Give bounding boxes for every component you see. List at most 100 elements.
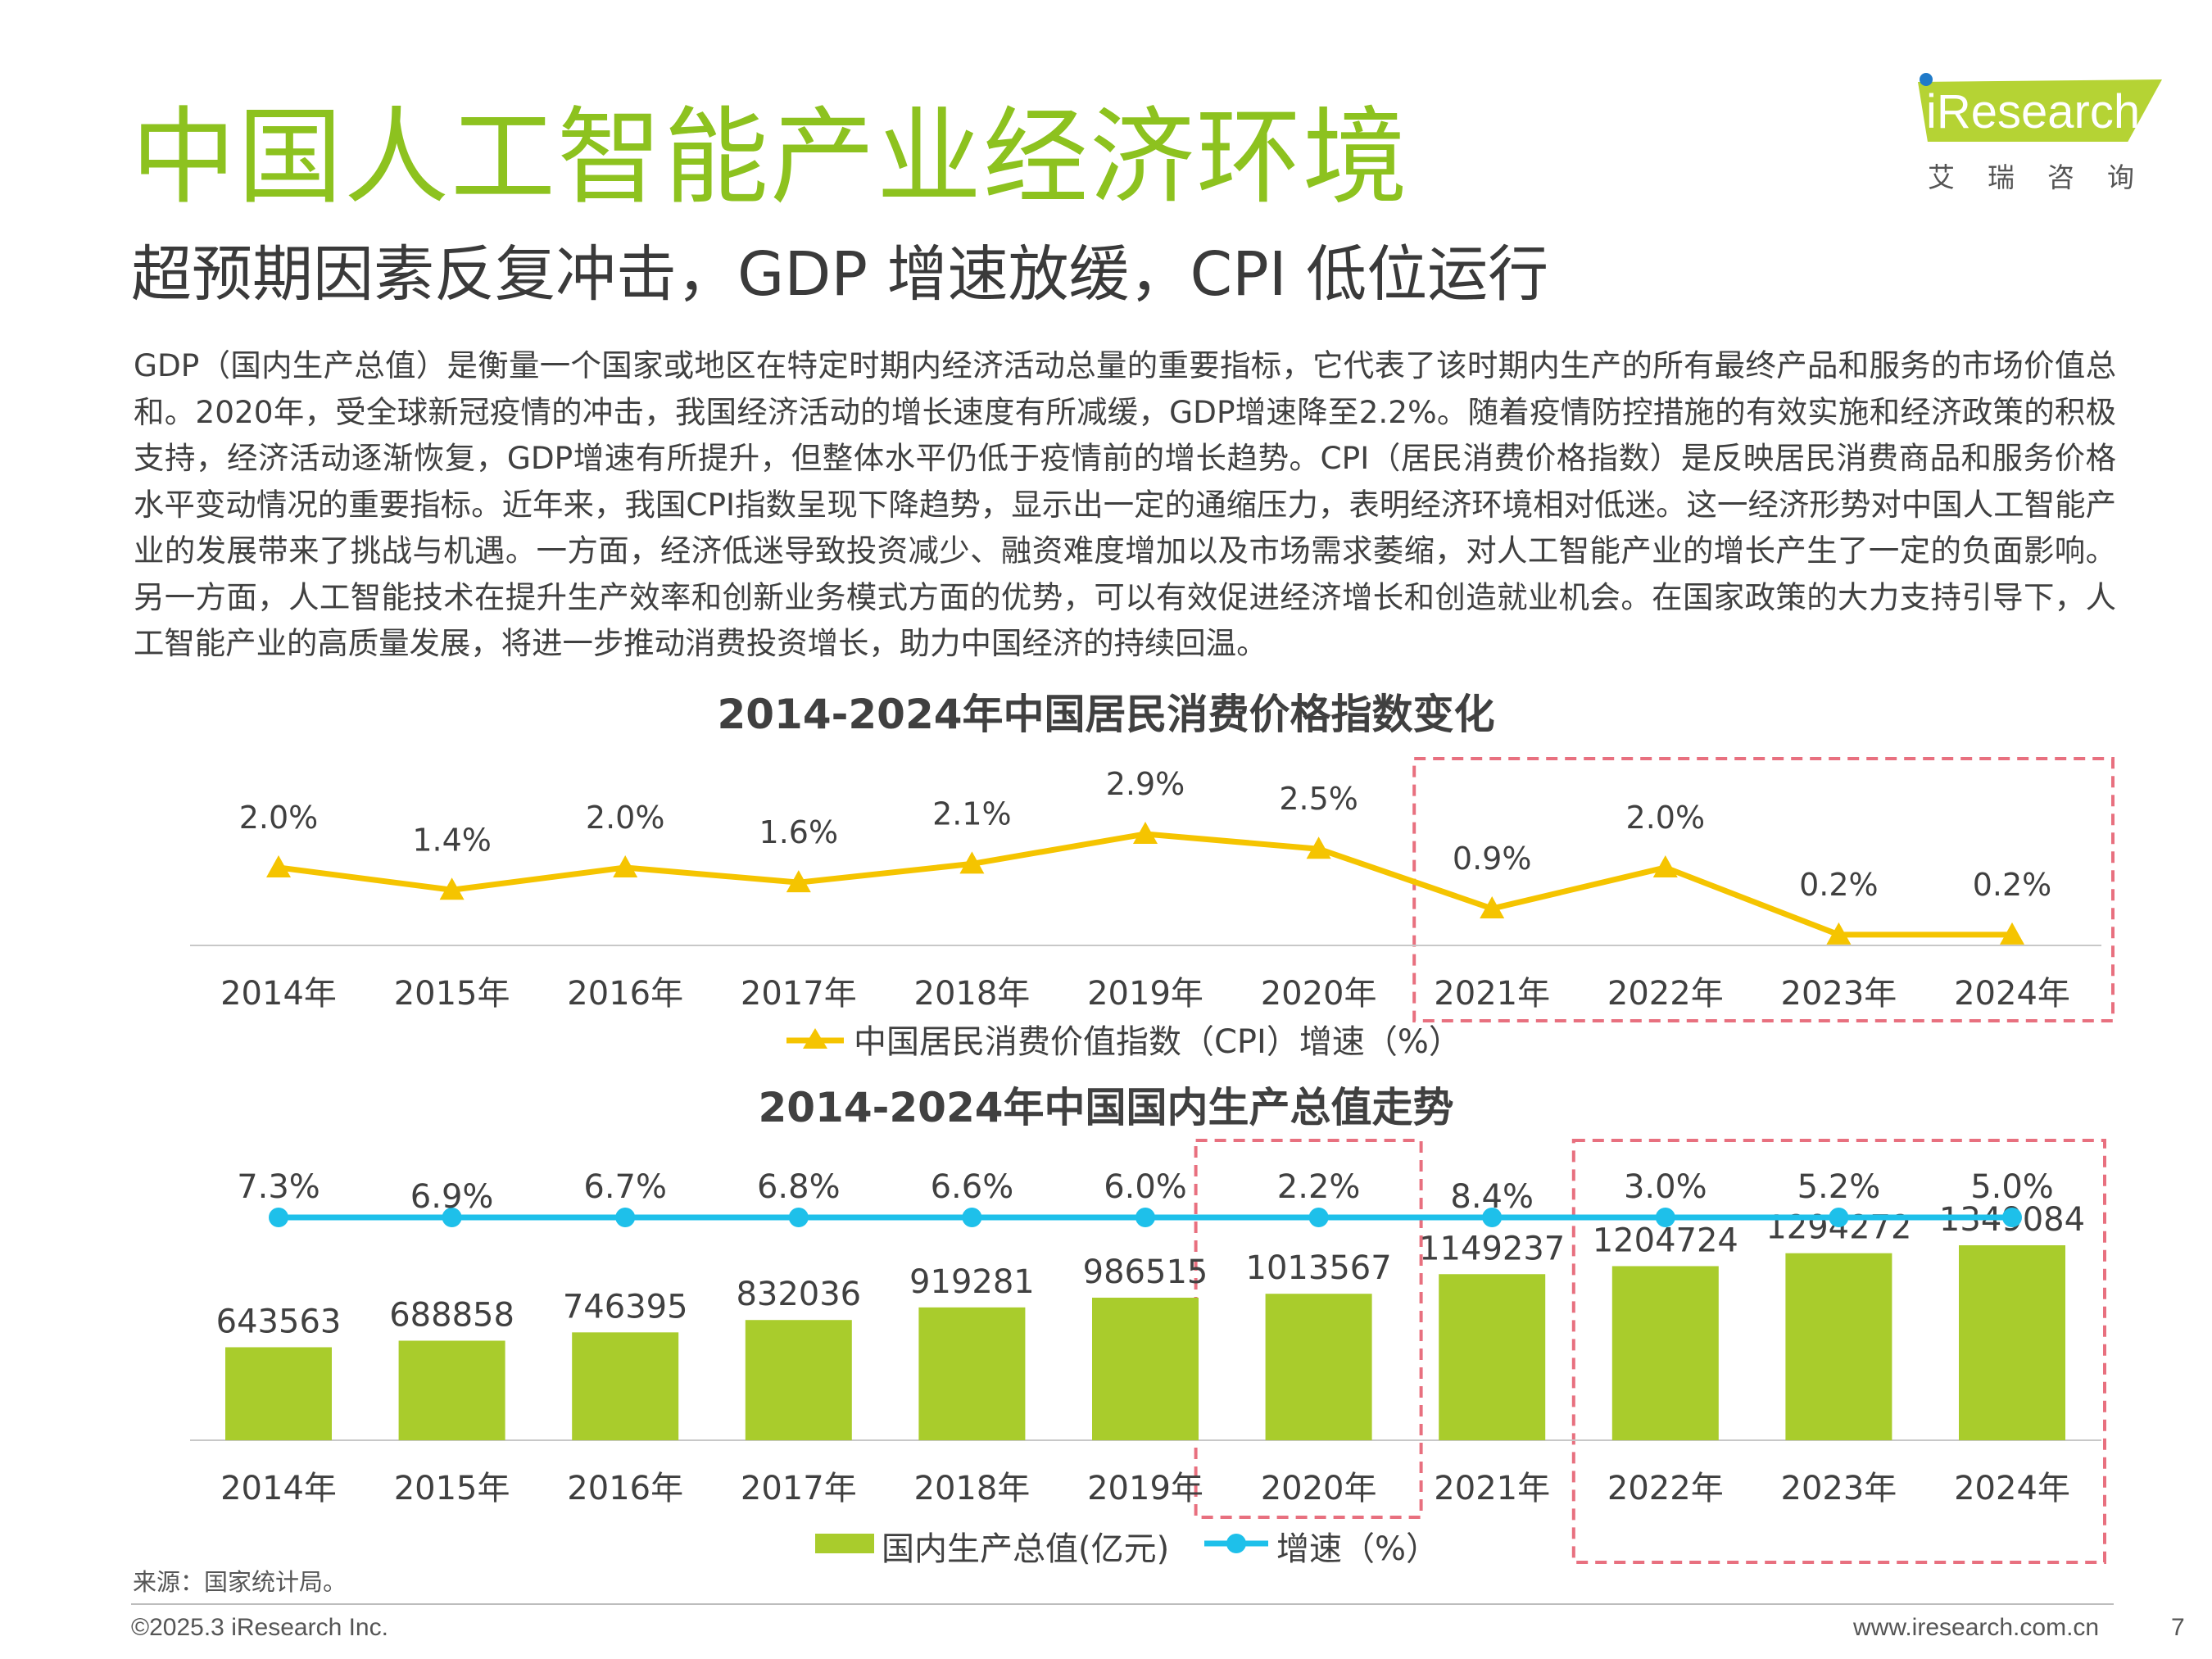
cpi-tick-label: 2016年 — [567, 975, 683, 1013]
gdp-growth-marker — [962, 1208, 982, 1227]
logo-wordmark: iResearch — [1926, 85, 2141, 138]
logo-badge — [1918, 79, 2162, 142]
gdp-growth-label: 6.9% — [410, 1178, 494, 1216]
gdp-bar-value-label: 1149237 — [1419, 1230, 1565, 1267]
gdp-growth-label: 3.0% — [1624, 1168, 1707, 1206]
cpi-data-label: 1.4% — [412, 822, 492, 858]
cpi-point-marker — [1306, 836, 1331, 859]
cpi-point-marker — [1652, 854, 1678, 877]
gdp-tick-label: 2019年 — [1087, 1470, 1203, 1507]
cpi-data-label: 2.0% — [1626, 800, 1706, 836]
gdp-bar-value-label: 919281 — [909, 1263, 1035, 1301]
gdp-growth-label: 7.3% — [237, 1168, 320, 1206]
cpi-data-label: 2.0% — [239, 800, 319, 836]
gdp-legend-bar-label: 国内生产总值(亿元) — [882, 1530, 1169, 1568]
gdp-bar-value-label: 986515 — [1083, 1253, 1208, 1291]
gdp-growth-marker — [442, 1208, 462, 1227]
gdp-bar — [1785, 1253, 1892, 1440]
gdp-growth-label: 6.6% — [931, 1168, 1014, 1206]
cpi-tick-label: 2018年 — [914, 975, 1031, 1013]
gdp-bar — [1265, 1294, 1372, 1440]
gdp-growth-marker — [269, 1208, 288, 1227]
cpi-tick-label: 2021年 — [1434, 975, 1550, 1013]
gdp-bar — [1959, 1245, 2065, 1440]
cpi-point-marker — [1133, 822, 1158, 844]
page-subtitle: 超预期因素反复冲击，GDP 增速放缓，CPI 低位运行 — [131, 239, 1549, 310]
logo-chinese-name: 艾瑞咨询 — [1928, 161, 2167, 193]
cpi-point-marker — [1480, 896, 1505, 919]
footer-website-link[interactable]: www.iresearch.com.cn — [1853, 1614, 2100, 1641]
gdp-tick-label: 2015年 — [394, 1470, 510, 1507]
cpi-data-label: 1.6% — [759, 814, 839, 850]
cpi-legend-marker-icon — [803, 1028, 827, 1049]
gdp-growth-label: 5.0% — [1970, 1168, 2054, 1206]
cpi-series-line — [278, 831, 2012, 938]
cpi-tick-label: 2014年 — [220, 975, 337, 1013]
cpi-data-label: 2.1% — [932, 796, 1012, 832]
gdp-growth-marker — [788, 1208, 809, 1227]
cpi-highlight-box — [1412, 757, 2115, 1022]
gdp-legend-marker-icon — [1226, 1534, 1246, 1553]
iresearch-logo: iResearch 艾瑞咨询 — [1913, 70, 2175, 201]
gdp-tick-label: 2020年 — [1261, 1470, 1377, 1507]
logo-dot-icon — [1920, 73, 1933, 86]
gdp-bar-value-label: 643563 — [216, 1303, 342, 1340]
cpi-data-label: 2.0% — [586, 800, 665, 836]
gdp-bar — [1611, 1266, 1719, 1440]
gdp-bar — [1092, 1297, 1199, 1440]
gdp-bar — [1439, 1274, 1546, 1440]
gdp-growth-marker — [1829, 1208, 1849, 1227]
gdp-tick-label: 2022年 — [1607, 1470, 1724, 1507]
gdp-tick-label: 2024年 — [1954, 1470, 2070, 1507]
cpi-legend-label: 中国居民消费价值指数（CPI）增速（%） — [854, 1023, 1462, 1061]
cpi-point-marker — [1826, 922, 1852, 945]
cpi-data-label: 0.2% — [1973, 867, 2052, 903]
body-paragraph: GDP（国内生产总值）是衡量一个国家或地区在特定时期内经济活动总量的重要指标，它… — [134, 347, 2116, 661]
gdp-chart-title: 2014-2024年中国国内生产总值走势 — [758, 1084, 1454, 1131]
gdp-growth-marker — [1655, 1208, 1675, 1227]
gdp-tick-label: 2018年 — [914, 1470, 1031, 1507]
gdp-growth-marker — [2002, 1208, 2022, 1227]
cpi-tick-label: 2024年 — [1954, 975, 2070, 1013]
gdp-bar-value-label: 746395 — [563, 1288, 688, 1326]
source-note: 来源：国家统计局。 — [133, 1568, 347, 1596]
cpi-point-marker — [266, 854, 291, 877]
gdp-growth-marker — [1308, 1208, 1329, 1227]
gdp-tick-label: 2016年 — [567, 1470, 683, 1507]
gdp-bar — [225, 1347, 332, 1440]
page-number: 7 — [2171, 1614, 2185, 1641]
cpi-tick-label: 2020年 — [1261, 975, 1377, 1013]
cpi-tick-label: 2017年 — [741, 975, 857, 1013]
gdp-bar-value-label: 688858 — [389, 1296, 514, 1334]
cpi-point-marker — [439, 877, 465, 900]
cpi-chart-title: 2014-2024年中国居民消费价格指数变化 — [717, 691, 1495, 738]
gdp-bar — [745, 1320, 852, 1440]
gdp-bar — [918, 1307, 1026, 1440]
gdp-bar-value-label: 1013567 — [1246, 1249, 1392, 1287]
gdp-growth-label: 6.7% — [583, 1168, 667, 1206]
gdp-tick-label: 2017年 — [741, 1470, 857, 1507]
gdp-bar — [398, 1340, 505, 1440]
cpi-tick-label: 2019年 — [1087, 975, 1203, 1013]
footer-divider — [131, 1603, 2114, 1605]
cpi-data-label: 0.9% — [1453, 841, 1532, 877]
gdp-growth-label: 5.2% — [1797, 1168, 1881, 1206]
gdp-growth-label: 2.2% — [1277, 1168, 1361, 1206]
gdp-bar-value-label: 832036 — [736, 1276, 861, 1313]
cpi-point-marker — [2000, 922, 2024, 945]
gdp-bar-value-label: 1204724 — [1593, 1222, 1738, 1259]
gdp-growth-marker — [615, 1208, 636, 1227]
gdp-tick-label: 2021年 — [1434, 1470, 1550, 1507]
gdp-bar — [572, 1332, 679, 1440]
gdp-growth-label: 8.4% — [1450, 1178, 1534, 1216]
cpi-tick-label: 2015年 — [394, 975, 510, 1013]
cpi-point-marker — [786, 870, 811, 893]
cpi-data-label: 2.5% — [1279, 781, 1358, 817]
cpi-data-label: 0.2% — [1799, 867, 1879, 903]
footer-copyright: ©2025.3 iResearch Inc. — [131, 1614, 388, 1641]
gdp-highlight-box-2022-2024 — [1571, 1139, 2107, 1564]
cpi-tick-label: 2023年 — [1781, 975, 1897, 1013]
gdp-growth-marker — [1135, 1208, 1155, 1227]
cpi-data-label: 2.9% — [1106, 766, 1185, 802]
gdp-growth-label: 6.0% — [1104, 1168, 1187, 1206]
